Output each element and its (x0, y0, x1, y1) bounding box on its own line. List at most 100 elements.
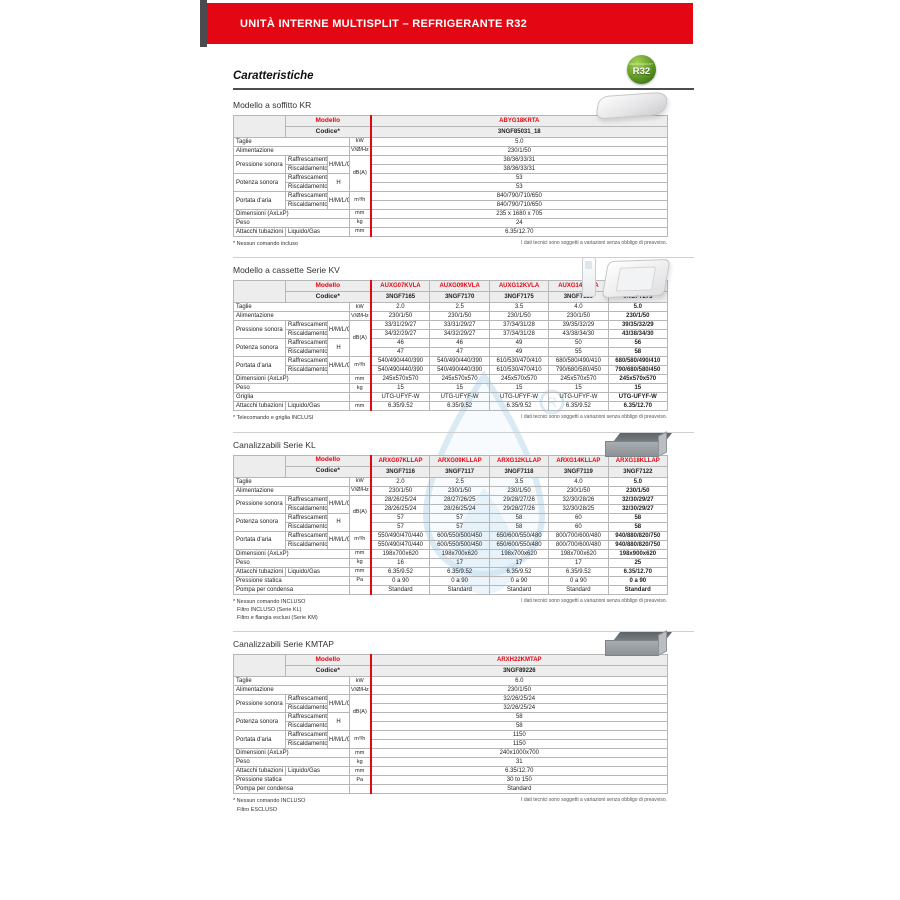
model-name: ARXG14KLLAP (548, 454, 609, 467)
spec-value: 230/1/50 (369, 685, 669, 696)
spec-value: 680/580/490/410 (607, 356, 668, 367)
section-kv: Modello a cassette Serie KV Modello AUXG0… (233, 257, 694, 422)
grade-label: H/M/L/Q (327, 320, 350, 340)
spec-value: 15 (488, 383, 550, 394)
row-sublabel: Raffrescamento (285, 356, 328, 367)
spec-value: 230/1/50 (369, 485, 431, 496)
spec-value: 790/680/580/450 (548, 365, 609, 376)
section-kl: Canalizzabili Serie KL Modello ARXG07KLLA… (233, 430, 694, 623)
spec-value: 230/1/50 (369, 146, 669, 156)
spec-value: 3.5 (488, 302, 550, 313)
spec-value: 17 (548, 557, 609, 568)
spec-value: 230/1/50 (607, 311, 668, 322)
section-kl-title: Canalizzabili Serie KL (233, 439, 316, 450)
spec-value: 58 (607, 347, 668, 358)
unit-label (348, 784, 372, 795)
spec-value: 0 a 90 (488, 575, 550, 586)
spec-value: 198x700x620 (369, 548, 431, 559)
row-label: Pressione sonora (233, 155, 286, 174)
spec-value: 650/600/550/480 (488, 530, 550, 541)
spec-value: 46 (429, 338, 490, 349)
row-label: Pressione sonora (233, 694, 286, 714)
row-label: Pressione statica (233, 575, 350, 586)
duct-unit-image (605, 630, 673, 657)
spec-value: 198x700x620 (488, 548, 550, 559)
row-label: Potenza sonora (233, 712, 286, 732)
spec-value: 2.0 (369, 302, 431, 313)
header-band-title: UNITÀ INTERNE MULTISPLIT – REFRIGERANTE … (240, 17, 528, 30)
row-sublabel: Riscaldamento (285, 521, 328, 532)
row-sublabel: Raffrescamento (285, 694, 328, 705)
code-value: 3NGF7175 (488, 291, 550, 304)
spec-value: 25 (607, 557, 668, 568)
row-label: Potenza sonora (233, 338, 286, 358)
spec-value: 15 (607, 383, 668, 394)
grade-label: H/M/L/Q (327, 191, 350, 210)
ceiling-unit-image (595, 91, 669, 120)
page-corner-mark (200, 0, 207, 47)
spec-value: 56 (607, 338, 668, 349)
spec-value: 245x570x570 (548, 374, 609, 385)
row-sublabel: Riscaldamento (285, 365, 328, 376)
spec-value: 2.0 (369, 476, 431, 487)
spec-value: 24 (369, 218, 669, 228)
spec-value: 540/490/440/390 (369, 365, 431, 376)
codice-header: Codice* (284, 465, 372, 478)
spec-value: 28/27/26/25 (429, 494, 490, 505)
section-separator (233, 257, 694, 259)
spec-value: UTG-UFYF-W (429, 392, 490, 403)
spec-value: 230/1/50 (548, 485, 609, 496)
row-label: Portata d'aria (233, 530, 286, 550)
spec-value: 230/1/50 (548, 311, 609, 322)
page-title: Caratteristiche (233, 70, 314, 82)
row-sublabel: Riscaldamento (285, 347, 328, 358)
unit-label: kW (348, 137, 372, 147)
grade-label: H/M/L/Q (327, 494, 350, 514)
ceiling-unit-icon (595, 91, 669, 120)
codice-header: Codice* (284, 291, 372, 304)
spec-value: 34/32/29/27 (429, 329, 490, 340)
spec-value: 198x900x620 (607, 548, 668, 559)
spec-value: 6.35/12.70 (607, 401, 668, 412)
row-sublabel: Raffrescamento (285, 530, 328, 541)
spec-value: 2.5 (429, 476, 490, 487)
spec-value: 550/490/470/440 (369, 530, 431, 541)
spec-value: 32/30/29/27 (607, 494, 668, 505)
row-sublabel: Riscaldamento (285, 164, 328, 174)
footnote-kmtap: * Nessun comando INCLUSO Filtro ESCLUSO (233, 797, 305, 814)
spec-value: 840/790/710/650 (369, 200, 669, 210)
row-sublabel: Raffrescamento (285, 494, 328, 505)
model-name: AUXG09KVLA (429, 280, 490, 293)
row-sublabel: Riscaldamento (285, 721, 328, 732)
spec-value: 5.0 (607, 302, 668, 313)
spec-value: 33/31/29/27 (429, 320, 490, 331)
spec-value: 1150 (369, 739, 669, 750)
unit-label: kg (348, 383, 372, 394)
spec-value: 17 (488, 557, 550, 568)
row-label: Taglie (233, 137, 350, 147)
row-sublabel: Riscaldamento (285, 503, 328, 514)
unit-label: m³/h (348, 530, 372, 550)
table-corner-cell (233, 115, 286, 138)
footnote-line: Filtro INCLUSO (Serie KL) (237, 606, 302, 613)
row-label: Taglie (233, 476, 350, 487)
footnote-row: * Nessun comando INCLUSO Filtro ESCLUSO I… (233, 797, 667, 814)
row-sublabel: Raffrescamento (285, 191, 328, 201)
row-sublabel: Liquido/Gas (285, 227, 350, 237)
unit-label: dB(A) (348, 694, 372, 732)
spec-value: 800/700/600/480 (548, 530, 609, 541)
unit-label: mm (348, 401, 372, 412)
content-column: Caratteristiche REFRIGERANT R32 Modello … (233, 47, 694, 814)
spec-value: 57 (429, 521, 490, 532)
badge-r32-label: R32 (632, 65, 651, 77)
duct-unit-icon (605, 630, 673, 657)
section-separator (233, 631, 694, 633)
unit-label: kW (348, 302, 372, 313)
spec-value: Standard (369, 584, 431, 595)
spec-value: 940/880/820/750 (607, 530, 668, 541)
header-band: UNITÀ INTERNE MULTISPLIT – REFRIGERANTE … (207, 3, 693, 44)
unit-label: kg (348, 557, 372, 568)
spec-value: 0 a 90 (607, 575, 668, 586)
spec-value: 6.35/12.70 (607, 566, 668, 577)
unit-label: mm (348, 227, 372, 237)
